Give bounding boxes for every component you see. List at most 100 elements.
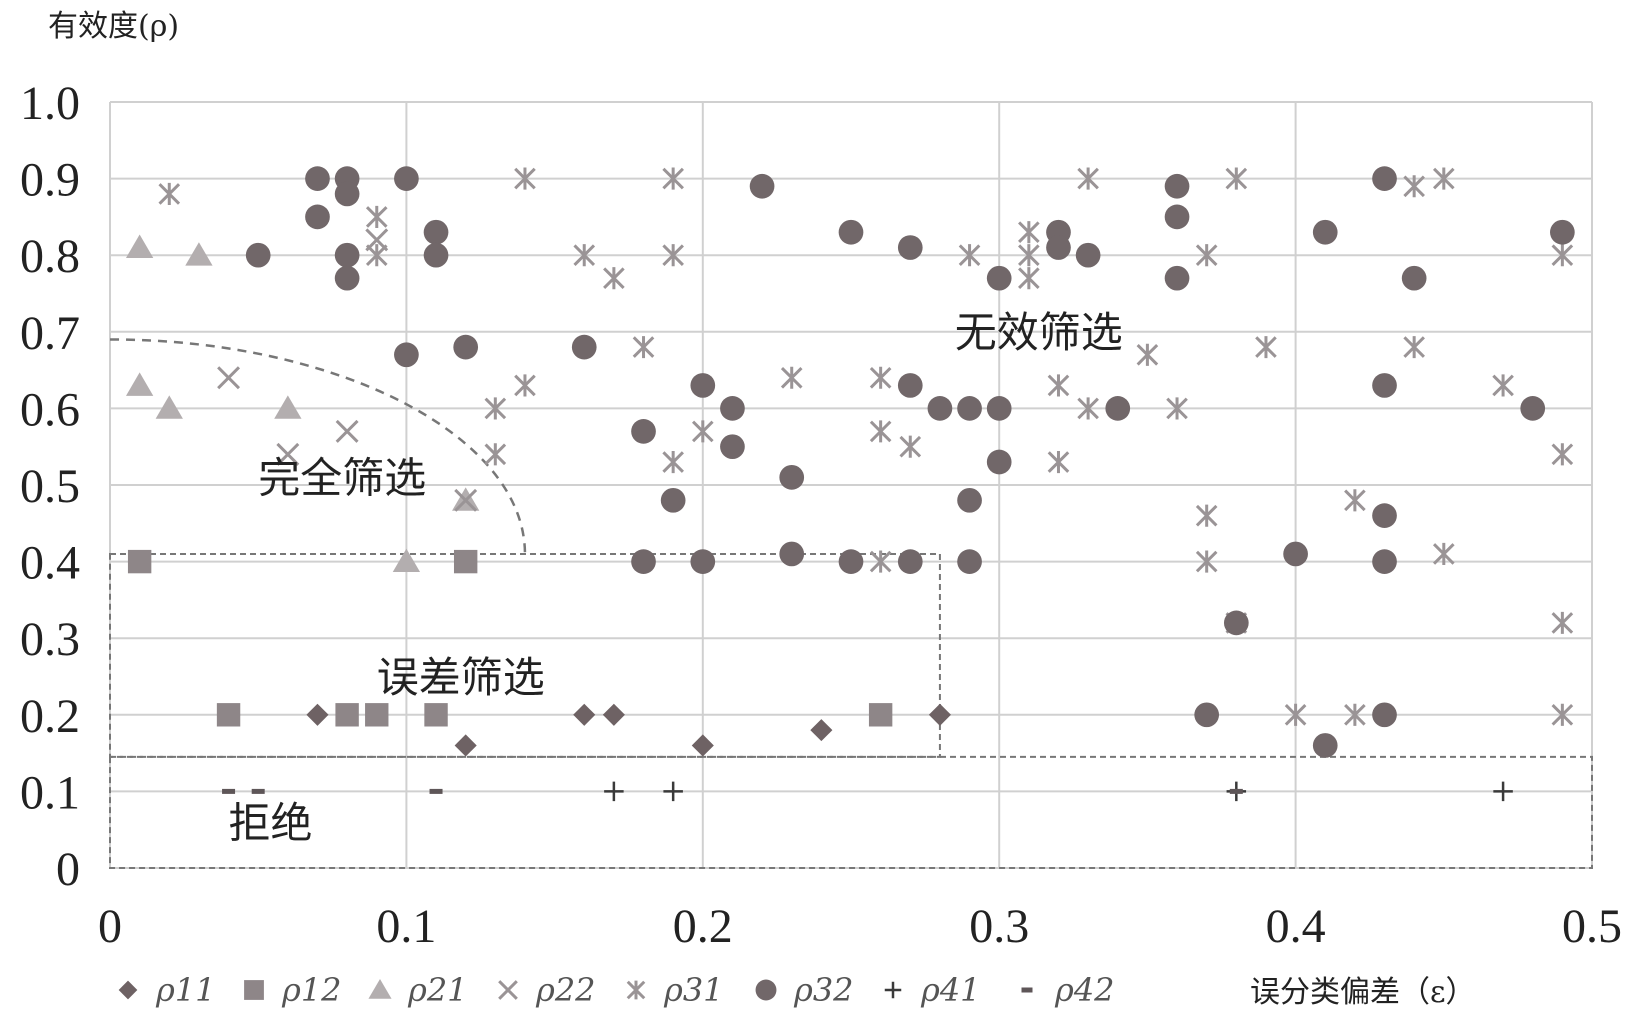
x-tick-label: 0.3 bbox=[969, 900, 1029, 953]
y-tick-label: 0.8 bbox=[20, 230, 80, 283]
legend-label: ρ22 bbox=[535, 971, 596, 1009]
data-point-asterisk bbox=[1403, 336, 1425, 359]
data-point-asterisk bbox=[632, 336, 655, 359]
region-label: 误差筛选 bbox=[377, 653, 545, 702]
data-point-asterisk bbox=[780, 366, 803, 389]
data-point-plus bbox=[604, 781, 624, 802]
data-point-asterisk bbox=[603, 267, 625, 290]
legend-marker-diamond bbox=[118, 980, 138, 1000]
x-axis-label: 误分类偏差（ε） bbox=[1250, 975, 1476, 1010]
data-point-square bbox=[453, 549, 478, 574]
data-point-circle bbox=[334, 242, 360, 268]
data-point-triangle bbox=[125, 234, 154, 258]
data-point-diamond bbox=[691, 734, 714, 757]
data-point-triangle bbox=[392, 548, 421, 572]
data-point-asterisk bbox=[958, 244, 981, 267]
y-tick-label: 0.7 bbox=[20, 307, 80, 360]
data-point-square bbox=[365, 703, 389, 727]
legend-label: ρ12 bbox=[281, 971, 342, 1009]
data-point-circle bbox=[660, 487, 686, 513]
legend-marker-plus bbox=[884, 981, 902, 999]
data-point-circle bbox=[423, 219, 449, 245]
data-point-asterisk bbox=[1551, 443, 1574, 466]
data-point-diamond bbox=[573, 703, 596, 726]
legend-marker-asterisk bbox=[626, 980, 646, 1000]
data-point-circle bbox=[1283, 541, 1308, 567]
data-point-dash bbox=[429, 788, 443, 794]
data-point-asterisk bbox=[662, 244, 684, 267]
data-point-circle bbox=[631, 549, 656, 574]
data-point-dash bbox=[251, 788, 265, 794]
data-point-circle bbox=[957, 396, 982, 421]
data-point-asterisk bbox=[158, 182, 181, 205]
data-point-circle bbox=[394, 342, 419, 368]
data-point-circle bbox=[897, 373, 923, 398]
x-tick-label: 0.1 bbox=[376, 900, 436, 953]
data-point-triangle bbox=[155, 395, 183, 419]
region-boundaries bbox=[109, 338, 1593, 869]
series-triangle bbox=[125, 234, 480, 572]
series-plus bbox=[604, 781, 1513, 802]
data-point-diamond bbox=[454, 734, 477, 757]
data-point-asterisk bbox=[1018, 244, 1040, 267]
data-point-asterisk bbox=[1195, 244, 1218, 267]
data-point-triangle bbox=[274, 395, 302, 419]
data-point-circle bbox=[1372, 373, 1397, 398]
legend-item: ρ41 bbox=[884, 971, 981, 1009]
data-point-dash bbox=[1229, 788, 1243, 794]
x-tick-label: 0.4 bbox=[1266, 900, 1326, 953]
series-circle bbox=[245, 166, 1575, 758]
data-point-asterisk bbox=[1166, 397, 1188, 420]
data-point-circle bbox=[838, 549, 864, 574]
y-axis-label: 有效度(ρ) bbox=[48, 9, 179, 44]
data-point-circle bbox=[1401, 265, 1427, 291]
data-point-asterisk bbox=[1077, 397, 1099, 420]
data-point-plus bbox=[1493, 781, 1513, 802]
data-point-diamond bbox=[810, 719, 833, 742]
data-point-asterisk bbox=[1077, 167, 1099, 190]
data-point-x bbox=[217, 366, 241, 390]
data-point-asterisk bbox=[869, 550, 892, 573]
data-point-asterisk bbox=[1344, 703, 1366, 726]
data-point-square bbox=[424, 703, 448, 727]
y-tick-label: 0.9 bbox=[20, 154, 80, 207]
data-point-square bbox=[868, 703, 893, 727]
x-tick-label: 0.5 bbox=[1562, 900, 1622, 953]
data-point-asterisk bbox=[514, 167, 536, 190]
data-point-asterisk bbox=[1551, 703, 1574, 726]
data-point-circle bbox=[1372, 503, 1397, 528]
legend-item: ρ32 bbox=[755, 971, 854, 1009]
data-point-asterisk bbox=[1018, 267, 1040, 290]
data-point-circle bbox=[986, 396, 1012, 421]
data-point-circle bbox=[720, 396, 745, 421]
data-point-circle bbox=[779, 541, 805, 567]
legend-label: ρ11 bbox=[155, 971, 216, 1009]
y-tick-label: 0 bbox=[56, 843, 80, 896]
data-point-circle bbox=[1164, 204, 1190, 230]
data-point-x bbox=[335, 419, 359, 443]
data-point-circle bbox=[1372, 166, 1397, 191]
data-point-circle bbox=[749, 173, 775, 199]
data-point-asterisk bbox=[484, 397, 507, 420]
data-point-circle bbox=[423, 242, 449, 268]
data-point-circle bbox=[305, 204, 330, 230]
y-tick-label: 0.3 bbox=[20, 613, 80, 666]
data-point-asterisk bbox=[869, 420, 892, 443]
data-point-diamond bbox=[928, 703, 951, 726]
legend-marker-square bbox=[244, 980, 264, 1000]
complete-screening-boundary bbox=[109, 338, 527, 554]
data-point-asterisk bbox=[573, 244, 596, 267]
data-point-circle bbox=[1550, 219, 1575, 245]
data-point-diamond bbox=[602, 703, 625, 726]
data-point-circle bbox=[1372, 702, 1397, 728]
data-point-circle bbox=[1164, 173, 1190, 199]
data-point-asterisk bbox=[1432, 542, 1455, 565]
data-point-square bbox=[216, 703, 241, 727]
data-point-asterisk bbox=[1551, 244, 1574, 267]
data-point-square bbox=[127, 549, 152, 574]
data-point-circle bbox=[453, 334, 479, 360]
data-point-circle bbox=[1520, 396, 1546, 421]
y-tick-label: 0.6 bbox=[20, 383, 80, 436]
data-point-circle bbox=[1194, 702, 1220, 728]
